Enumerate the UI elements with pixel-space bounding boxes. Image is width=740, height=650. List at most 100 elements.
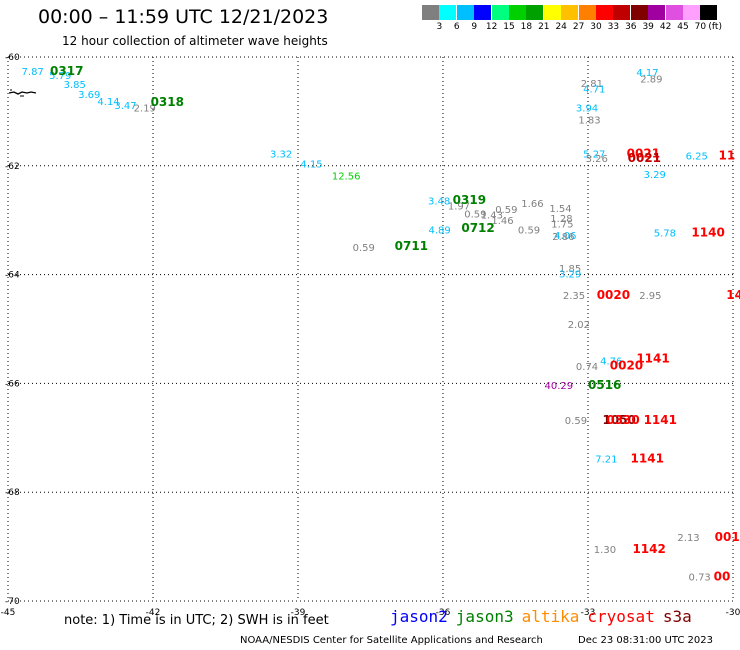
longitude-tick-label: -30 <box>726 608 740 618</box>
satellite-legend: jason2 jason3 altika cryosat s3a <box>390 607 700 626</box>
map-grid <box>7 56 734 602</box>
observation-time-label: 1141 <box>636 352 669 366</box>
longitude-tick-label: -42 <box>146 608 161 618</box>
color-swatch <box>456 5 474 20</box>
generation-timestamp: Dec 23 08:31:00 UTC 2023 <box>578 635 713 646</box>
wave-height-label: 1.75 <box>551 219 573 230</box>
page-title: 00:00 – 11:59 UTC 12/21/2023 <box>38 6 329 28</box>
longitude-tick-label: -36 <box>436 608 451 618</box>
color-scale-label: 33 <box>607 22 620 32</box>
satellite-legend-entry: jason3 <box>455 607 514 626</box>
wave-height-label: 2.02 <box>568 320 590 331</box>
wave-height-label: 4.06 <box>554 231 576 242</box>
satellite-legend-entry: jason2 <box>390 607 448 626</box>
wave-height-label: 1.85 <box>559 264 581 275</box>
wave-height-label: 2.95 <box>639 291 661 302</box>
observation-time-label: 0021 <box>627 147 660 161</box>
color-scale-label: 6 <box>453 22 460 32</box>
wave-height-label: 0.74 <box>576 362 598 373</box>
observation-time-label: 0330 <box>606 413 639 427</box>
wave-height-label: 12.56 <box>332 171 361 182</box>
wave-height-label: 3.69 <box>78 90 100 101</box>
observation-time-label: 14 <box>726 288 740 302</box>
wave-height-label: 3.26 <box>586 154 608 165</box>
wave-height-label: 7.87 <box>22 67 44 78</box>
observation-time-label: 1140 <box>691 226 724 240</box>
wave-height-label: 0.59 <box>353 243 375 254</box>
wave-height-label: 1.46 <box>491 216 513 227</box>
observation-time-label: 0021 <box>628 151 661 165</box>
color-scale-label: 42 <box>659 22 672 32</box>
wave-height-label: 4.17 <box>636 68 658 79</box>
color-swatch <box>665 5 683 20</box>
satellite-legend-entry: s3a <box>662 607 692 626</box>
latitude-tick-label: -64 <box>5 271 20 281</box>
observation-time-label: 00 <box>714 569 731 583</box>
observation-time-label: 1141 <box>644 413 677 427</box>
color-scale-label: 70 <box>694 22 707 32</box>
wave-height-label: 2.13 <box>677 533 699 544</box>
wave-height-label: 0.59 <box>518 225 540 236</box>
color-scale-label: 21 <box>538 22 550 32</box>
color-swatch <box>509 5 526 20</box>
color-swatch <box>700 5 718 20</box>
color-scale-label: 3 <box>436 22 443 32</box>
longitude-tick-label: -39 <box>291 608 306 618</box>
wave-height-label: 0.59 <box>464 209 486 220</box>
wave-height-label: 1.83 <box>578 115 600 126</box>
color-scale-label: 15 <box>503 22 515 32</box>
color-swatch <box>491 5 509 20</box>
wave-height-label: 3.85 <box>64 80 86 91</box>
wave-height-label: 0.59 <box>495 205 517 216</box>
observation-time-label: 0020 <box>610 358 643 372</box>
wave-height-label: 4.76 <box>600 356 622 367</box>
longitude-tick-label: -45 <box>1 608 16 618</box>
color-swatch <box>630 5 648 20</box>
color-scale-label: 39 <box>642 22 654 32</box>
color-swatch <box>578 5 596 20</box>
wave-height-label: 6.25 <box>686 151 708 162</box>
color-swatch <box>613 5 631 20</box>
wave-height-label: 1.30 <box>594 545 616 556</box>
color-scale-label: 36 <box>625 22 637 32</box>
wave-height-label: 3.47 <box>114 101 136 112</box>
color-scale-label: 45 <box>677 22 689 32</box>
wave-height-label: 7.21 <box>595 454 617 465</box>
observation-time-label: 0019 <box>715 530 740 544</box>
wave-height-label: 2.81 <box>581 79 603 90</box>
color-swatch <box>543 5 561 20</box>
observation-time-label: 1141 <box>631 451 664 465</box>
color-swatch <box>439 5 457 20</box>
observation-time-label: 11 <box>719 148 736 162</box>
wave-height-label: 1.54 <box>549 204 571 215</box>
wave-height-label: 4.89 <box>429 225 451 236</box>
wave-height-label: 3.29 <box>644 170 666 181</box>
wave-height-label: 2.35 <box>563 291 585 302</box>
wave-height-label: 1.28 <box>550 214 572 225</box>
color-scale-unit: (ft) <box>708 22 722 32</box>
wave-height-label: 1.66 <box>521 199 543 210</box>
latitude-tick-label: -66 <box>5 379 20 389</box>
axis-ticks: -45 -42 -39 -36 -33 -30 -60 -62 -64 -66 -68 -70 <box>1 53 740 618</box>
satellite-legend-entry: altika <box>521 607 580 626</box>
observation-time-label: 1050 <box>603 413 636 427</box>
wave-height-label: 2.89 <box>640 75 662 86</box>
color-scale-label: 9 <box>471 22 478 32</box>
color-swatch <box>596 5 613 20</box>
credit-line: NOAA/NESDIS Center for Satellite Applica… <box>240 635 543 646</box>
wave-height-label: 5.27 <box>583 150 605 161</box>
color-scale-label: 30 <box>590 22 602 32</box>
wave-height-label: 0.59 <box>565 416 587 427</box>
observation-time-label: 0712 <box>461 221 494 235</box>
wave-height-label: 4.71 <box>583 84 605 95</box>
observation-time-label: 0319 <box>453 193 486 207</box>
observation-time-label: 0020 <box>597 288 630 302</box>
wave-height-label: 2.19 <box>134 103 156 114</box>
satellite-legend-entry: cryosat <box>587 607 655 626</box>
wave-height-label: 2.86 <box>552 232 574 243</box>
wave-height-label: 3.48 <box>428 196 450 207</box>
longitude-tick-label: -33 <box>581 608 596 618</box>
latitude-tick-label: -70 <box>5 597 20 607</box>
page-subtitle: 12 hour collection of altimeter wave hei… <box>62 34 328 48</box>
